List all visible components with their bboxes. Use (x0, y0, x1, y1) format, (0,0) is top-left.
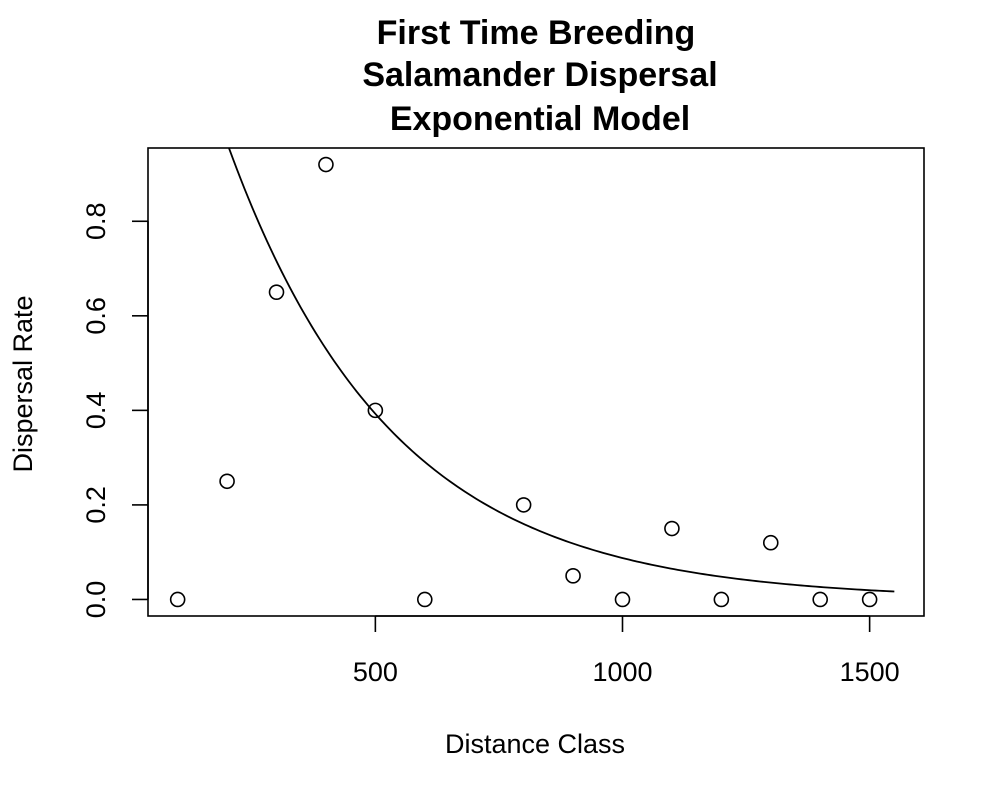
data-point (169, 591, 186, 608)
data-point (713, 591, 730, 608)
chart-title-line-3: Exponential Model (390, 100, 690, 138)
y-tick-label: 0.4 (81, 392, 111, 430)
data-point (762, 534, 779, 551)
data-point (614, 591, 631, 608)
x-axis-label: Distance Class (445, 729, 625, 759)
chart-title-line-2: Salamander Dispersal (362, 56, 717, 94)
data-point (515, 497, 532, 513)
data-point (219, 473, 235, 490)
data-point (416, 591, 433, 608)
y-tick-label: 0.0 (81, 581, 111, 619)
y-tick-label: 0.8 (81, 202, 111, 240)
x-tick-label: 1500 (840, 657, 900, 687)
y-axis-label: Dispersal Rate (8, 295, 38, 472)
chart-title-line-1: First Time Breeding (377, 14, 696, 52)
plot-area-frame (147, 147, 925, 617)
data-point (664, 520, 680, 537)
x-tick-label: 1000 (592, 657, 652, 687)
chart-title: First Time Breeding Salamander Dispersal… (362, 14, 717, 138)
exponential-fit-curve (228, 147, 895, 593)
y-axis: 0.0 0.2 0.4 0.6 0.8 (81, 202, 149, 619)
y-tick-label: 0.2 (81, 486, 111, 524)
data-point (861, 591, 878, 608)
x-axis: 500 1000 1500 (353, 615, 900, 687)
data-point (318, 156, 334, 173)
data-point (268, 284, 285, 300)
data-point (367, 402, 384, 419)
data-point (812, 591, 829, 608)
data-point (565, 568, 581, 584)
data-points (169, 156, 878, 608)
x-tick-label: 500 (353, 657, 398, 687)
y-tick-label: 0.6 (81, 297, 111, 335)
